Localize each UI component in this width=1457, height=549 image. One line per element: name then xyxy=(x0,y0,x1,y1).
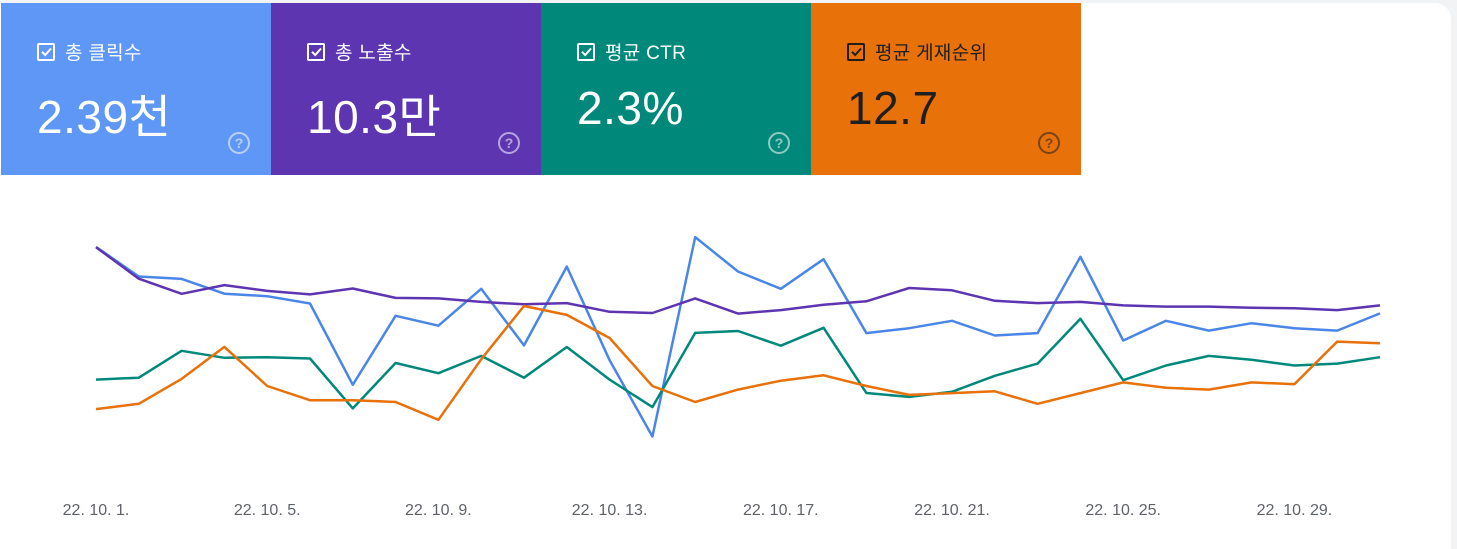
x-tick-label: 22. 10. 21. xyxy=(914,502,990,519)
checkbox-checked-icon[interactable] xyxy=(577,42,595,61)
x-tick-label: 22. 10. 25. xyxy=(1085,502,1161,519)
x-tick-label: 22. 10. 5. xyxy=(234,502,301,519)
metric-tile-ctr[interactable]: 평균 CTR 2.3% ? xyxy=(541,3,811,175)
x-tick-label: 22. 10. 13. xyxy=(572,502,648,519)
performance-card: 22. 10. 1. 22. 10. 5. 22. 10. 9. 22. 10. 13… xyxy=(0,3,1451,549)
metric-tile-impressions[interactable]: 총 노출수 10.3만 ? xyxy=(271,3,541,175)
metric-tile-position[interactable]: 평균 게재순위 12.7 ? xyxy=(811,3,1081,175)
help-circle-icon[interactable]: ? xyxy=(498,132,520,154)
help-circle-icon[interactable]: ? xyxy=(768,132,790,154)
checkbox-checked-icon[interactable] xyxy=(37,42,55,61)
metric-label: 평균 게재순위 xyxy=(875,43,988,64)
x-tick-label: 22. 10. 1. xyxy=(63,502,130,519)
metric-value: 10.3만 xyxy=(307,91,442,143)
metric-value: 2.3% xyxy=(577,82,684,134)
series-line-3 xyxy=(95,304,1381,422)
metric-label: 평균 CTR xyxy=(605,43,687,64)
metric-value: 2.39천 xyxy=(37,91,172,143)
checkbox-checked-icon[interactable] xyxy=(307,42,325,61)
series-line-2 xyxy=(95,317,1381,410)
metric-label: 총 클릭수 xyxy=(65,43,142,64)
help-circle-icon[interactable]: ? xyxy=(228,132,250,154)
metric-value: 12.7 xyxy=(847,82,939,134)
metric-tile-clicks[interactable]: 총 클릭수 2.39천 ? xyxy=(1,3,271,175)
metric-tiles: 총 클릭수 2.39천 ? 총 노출수 10.3만 ? 평균 CTR 2.3% … xyxy=(1,3,1081,175)
performance-line-chart: 22. 10. 1. 22. 10. 5. 22. 10. 9. 22. 10. 13… xyxy=(63,235,1381,519)
x-tick-label: 22. 10. 17. xyxy=(743,502,819,519)
checkbox-checked-icon[interactable] xyxy=(847,42,865,61)
x-tick-label: 22. 10. 9. xyxy=(405,502,472,519)
series-line-0 xyxy=(95,235,1381,438)
metric-label: 총 노출수 xyxy=(335,43,412,64)
help-circle-icon[interactable]: ? xyxy=(1038,132,1060,154)
x-tick-label: 22. 10. 29. xyxy=(1257,502,1333,519)
series-line-1 xyxy=(95,246,1381,315)
